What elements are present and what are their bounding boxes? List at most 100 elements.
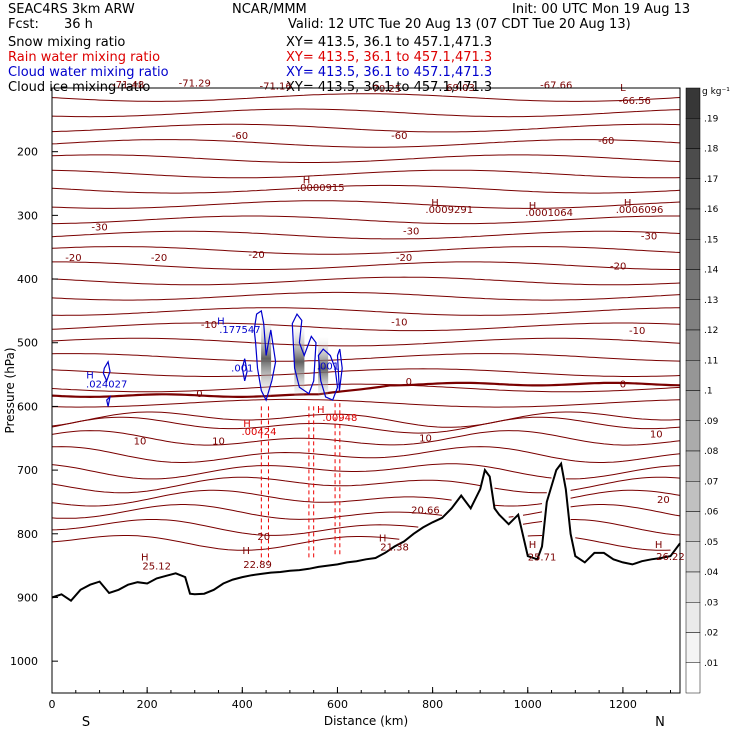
temperature-contour-label: -10 (201, 320, 217, 331)
temperature-contour-label: H (655, 540, 663, 551)
temperature-contour-label: H (529, 540, 537, 551)
isotherm-contour (51, 398, 681, 408)
colorbar-tick-label: .18 (704, 145, 719, 155)
isotherm-contour (52, 261, 680, 270)
temperature-contour-label: 20 (657, 495, 670, 506)
temperature-contour-label: -70.25 (369, 84, 401, 95)
freezing-level-contour (51, 381, 681, 399)
temperature-contour-label: .0006096 (616, 205, 664, 216)
colorbar-cell (685, 450, 701, 482)
colorbar-tick-label: .05 (704, 538, 718, 548)
temperature-contour-label: 22.89 (243, 560, 272, 571)
cloud-water-contour (336, 348, 343, 391)
model-label: SEAC4RS 3km ARW (8, 2, 135, 17)
init-label: Init: 00 UTC Mon 19 Aug 13 (512, 2, 691, 17)
isotherm-contour (51, 489, 681, 507)
isotherm-contour (51, 169, 681, 179)
isotherm-contour (51, 383, 681, 393)
colorbar-tick-label: .01 (704, 659, 718, 669)
snow-shading (318, 336, 329, 401)
cloud-water-contour (106, 395, 111, 407)
x-tick-label: 400 (232, 698, 253, 711)
isotherm-contour (51, 139, 681, 148)
isotherm-contour (51, 430, 681, 446)
rain-water-label: .00948 (322, 413, 357, 424)
y-tick-label: 800 (17, 528, 38, 541)
colorbar-cell (685, 299, 701, 331)
cloud-water-contour (291, 312, 317, 395)
y-tick-label: 900 (17, 591, 38, 604)
field-xy-snow: XY= 413.5, 36.1 to 457.1,471.3 (286, 35, 493, 50)
x-tick-label: 200 (137, 698, 158, 711)
snow-shading (261, 317, 272, 401)
forecast-value: 36 h (64, 17, 93, 32)
x-tick-label: 1000 (514, 698, 542, 711)
colorbar-cell (685, 329, 701, 361)
y-tick-label: 600 (17, 400, 38, 413)
temperature-contour-label: H (624, 198, 632, 209)
colorbar-cell (685, 360, 701, 391)
isotherm-contour (51, 411, 681, 428)
colorbar-cell (685, 571, 701, 603)
temperature-contour-label: 10 (650, 430, 663, 441)
isotherm-contour (51, 246, 681, 255)
isotherm-contour (51, 230, 681, 240)
field-name-cloud-water: Cloud water mixing ratio (8, 65, 169, 80)
temperature-contour-label: 26.22 (656, 552, 685, 563)
x-tick-label: 0 (49, 698, 56, 711)
colorbar-cell (685, 390, 701, 421)
temperature-contour-label: -71.48 (112, 80, 144, 91)
isotherm-contour (51, 322, 681, 332)
cloud-water-contour (241, 358, 248, 382)
temperature-contour-label: -66.56 (619, 96, 651, 107)
colorbar-tick-label: .12 (704, 326, 718, 336)
temperature-contour-label: -20 (396, 253, 412, 264)
colorbar-tick-label: .07 (704, 477, 718, 487)
colorbar-cell (685, 208, 701, 240)
colorbar-cell (685, 118, 701, 149)
temperature-contour-label: -10 (391, 318, 407, 329)
isotherm-contour (52, 215, 680, 225)
north-end-label: N (655, 715, 665, 730)
temperature-contour-label: -10 (629, 326, 645, 337)
x-axis-label: Distance (km) (324, 714, 408, 728)
org-label: NCAR/MMM (232, 2, 307, 17)
snow-shading (294, 323, 305, 401)
temperature-contour-label: H (431, 198, 439, 209)
colorbar-tick-label: .03 (704, 598, 718, 608)
colorbar-cell (685, 632, 701, 663)
isotherm-contour (51, 93, 681, 102)
x-tick-label: 800 (422, 698, 443, 711)
temperature-contour-label: H (141, 553, 149, 564)
y-tick-label: 1000 (10, 655, 38, 668)
temperature-contour-label: 0 (406, 377, 412, 388)
y-tick-label: 700 (17, 464, 38, 477)
field-xy-rain: XY= 413.5, 36.1 to 457.1,471.3 (286, 50, 493, 65)
temperature-contour-label: -60 (391, 131, 407, 142)
colorbar-cell (685, 481, 701, 512)
rain-water-label: H (317, 405, 325, 416)
colorbar-cell (685, 420, 701, 452)
temperature-contour-label: .0009291 (425, 205, 473, 216)
isotherm-contour (51, 154, 681, 163)
colorbar-tick-label: .02 (704, 629, 718, 639)
colorbar-tick-label: .19 (704, 114, 719, 124)
temperature-contour-label: 21.38 (380, 542, 409, 553)
colorbar-tick-label: .08 (704, 447, 719, 457)
colorbar-cell (685, 148, 701, 179)
temperature-contour-label: 0 (620, 379, 626, 390)
field-name-snow: Snow mixing ratio (8, 35, 126, 50)
colorbar-cell (685, 511, 701, 542)
cloud-water-label: H (86, 370, 94, 381)
temperature-contour-label: H (303, 176, 311, 187)
rain-water-label: .00424 (241, 427, 276, 438)
temperature-contour-label: H (529, 201, 537, 212)
temperature-contour-label: -20 (610, 262, 626, 273)
colorbar-unit: g kg⁻¹ (702, 87, 730, 97)
colorbar-tick-label: .1 (704, 387, 713, 397)
temperature-contour-label: H (379, 533, 387, 544)
colorbar-tick-label: .06 (704, 508, 719, 518)
temperature-contour-label: 10 (212, 437, 225, 448)
temperature-contour-label: -71.29 (179, 79, 211, 90)
colorbar-cell (685, 87, 701, 119)
